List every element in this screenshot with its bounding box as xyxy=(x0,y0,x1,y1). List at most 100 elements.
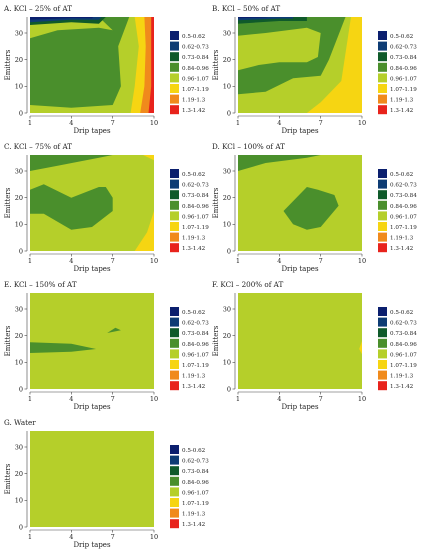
legend-swatch xyxy=(170,349,179,359)
legend-label: 0.73-0.84 xyxy=(182,469,209,475)
x-tick-label: 1 xyxy=(28,533,32,541)
legend-swatch xyxy=(170,307,179,316)
plot-area xyxy=(30,155,154,251)
y-tick-label: 30 xyxy=(15,443,23,451)
legend-label: 0.73-0.84 xyxy=(390,193,417,199)
y-tick-label: 30 xyxy=(15,29,23,37)
chart-panel: D. KCl – 100% of AT 1 4 7 10 0 10 20 30 Drip tape… xyxy=(212,142,417,273)
legend-label: 0.5-0.62 xyxy=(182,34,206,40)
legend-label: 0.5-0.62 xyxy=(390,172,414,178)
legend-swatch xyxy=(378,328,387,338)
legend-swatch xyxy=(170,328,179,338)
contour-region xyxy=(30,155,113,171)
legend-swatch xyxy=(378,222,387,231)
contour-region xyxy=(148,17,154,113)
legend-label: 0.73-0.84 xyxy=(390,55,417,61)
legend-label: 1.3-1.42 xyxy=(182,108,206,114)
legend-swatch xyxy=(378,338,387,348)
contour-region xyxy=(134,211,154,251)
y-tick-label: 20 xyxy=(15,194,23,202)
y-tick-label: 10 xyxy=(15,359,23,367)
legend-label: 1.07-1.19 xyxy=(182,501,209,507)
x-tick-label: 10 xyxy=(150,395,158,403)
x-tick-label: 10 xyxy=(358,257,366,265)
x-tick-label: 1 xyxy=(28,257,32,265)
legend-label: 1.19-1.3 xyxy=(182,98,206,104)
panel-title: E. KCl – 150% of AT xyxy=(4,280,77,289)
y-tick-label: 0 xyxy=(19,247,23,255)
legend-swatch xyxy=(378,62,387,72)
contour-region xyxy=(30,293,154,389)
legend-swatch xyxy=(170,445,179,454)
legend-swatch xyxy=(170,360,179,369)
x-tick-label: 10 xyxy=(358,119,366,127)
contour-region xyxy=(30,431,154,527)
chart-panel: F. KCl – 200% of AT 1 4 7 10 0 10 20 30 Drip tape… xyxy=(212,280,417,411)
legend-swatch xyxy=(170,243,179,253)
x-tick-label: 10 xyxy=(150,533,158,541)
y-tick-label: 10 xyxy=(15,497,23,505)
legend-label: 1.07-1.19 xyxy=(390,87,417,93)
panel-title: A. KCl – 25% of AT xyxy=(3,4,72,13)
x-tick-label: 7 xyxy=(111,119,115,127)
chart-panel: E. KCl – 150% of AT 1 4 7 10 0 10 20 30 Drip tape… xyxy=(4,280,209,411)
x-tick-label: 1 xyxy=(28,119,32,127)
legend-swatch xyxy=(170,476,179,486)
legend-swatch xyxy=(378,370,387,380)
x-axis-label: Drip tapes xyxy=(73,265,111,273)
legend-swatch xyxy=(170,84,179,93)
legend: 0.5-0.62 0.62-0.73 0.73-0.84 0.84-0.96 0.96-… xyxy=(378,31,417,115)
chart-panel: G. Water 1 4 7 10 0 10 20 30 Drip tapes Emitters 0.… xyxy=(4,418,209,549)
y-tick-label: 20 xyxy=(15,56,23,64)
legend-label: 1.07-1.19 xyxy=(390,225,417,231)
x-tick-label: 10 xyxy=(358,395,366,403)
x-tick-label: 4 xyxy=(69,119,73,127)
legend-swatch xyxy=(378,94,387,104)
legend-label: 1.19-1.3 xyxy=(182,236,206,242)
contour-region xyxy=(283,187,339,230)
legend-label: 0.84-0.96 xyxy=(182,66,209,72)
legend-swatch xyxy=(378,73,387,83)
x-tick-label: 1 xyxy=(236,119,240,127)
panel-title: D. KCl – 100% of AT xyxy=(212,142,285,151)
legend-label: 0.96-1.07 xyxy=(182,352,209,358)
legend-label: 0.73-0.84 xyxy=(390,331,417,337)
x-tick-label: 7 xyxy=(319,119,323,127)
x-tick-label: 4 xyxy=(277,257,281,265)
legend-swatch xyxy=(170,466,179,476)
legend-label: 1.07-1.19 xyxy=(182,87,209,93)
legend-label: 0.5-0.62 xyxy=(390,310,414,316)
legend: 0.5-0.62 0.62-0.73 0.73-0.84 0.84-0.96 0.96-… xyxy=(378,169,417,253)
plot-area xyxy=(238,17,362,113)
x-axis-label: Drip tapes xyxy=(281,265,319,273)
y-axis-label: Emitters xyxy=(4,325,12,356)
legend-label: 0.5-0.62 xyxy=(182,448,206,454)
x-tick-label: 4 xyxy=(277,119,281,127)
legend-swatch xyxy=(378,169,387,178)
x-tick-label: 7 xyxy=(319,395,323,403)
panel-title: C. KCl – 75% of AT xyxy=(4,142,72,151)
legend-swatch xyxy=(170,211,179,221)
legend-swatch xyxy=(378,232,387,242)
legend-swatch xyxy=(378,349,387,359)
legend-swatch xyxy=(170,41,179,51)
panel-title: F. KCl – 200% of AT xyxy=(212,280,283,289)
y-tick-label: 30 xyxy=(15,167,23,175)
legend-swatch xyxy=(170,94,179,104)
legend: 0.5-0.62 0.62-0.73 0.73-0.84 0.84-0.96 0.96-… xyxy=(170,307,209,391)
legend-label: 1.3-1.42 xyxy=(390,246,414,252)
y-axis-label: Emitters xyxy=(4,463,12,494)
legend-swatch xyxy=(378,31,387,40)
legend-label: 0.62-0.73 xyxy=(390,45,417,51)
legend-swatch xyxy=(170,338,179,348)
y-tick-label: 0 xyxy=(227,247,231,255)
x-tick-label: 7 xyxy=(111,533,115,541)
legend-swatch xyxy=(170,498,179,507)
x-axis-label: Drip tapes xyxy=(73,541,111,549)
x-tick-label: 10 xyxy=(150,257,158,265)
legend-label: 1.07-1.19 xyxy=(182,363,209,369)
legend-label: 0.62-0.73 xyxy=(182,45,209,51)
chart-panel: B. KCl – 50% of AT 1 4 7 10 0 10 20 30 Drip tapes… xyxy=(212,4,417,135)
contour-region xyxy=(30,17,130,108)
y-tick-label: 30 xyxy=(15,305,23,313)
